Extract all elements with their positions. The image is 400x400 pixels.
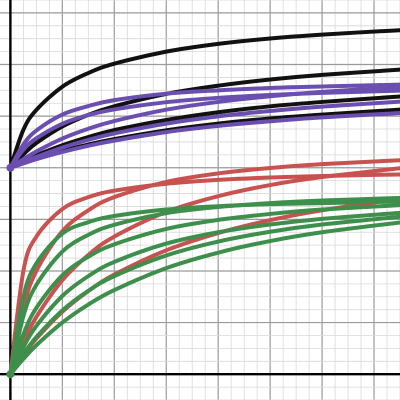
- series-line-green: [8, 210, 400, 377]
- series-line-green: [8, 214, 400, 377]
- series-line-black: [8, 67, 400, 170]
- series-line-red: [8, 158, 400, 377]
- series-line-purple: [8, 84, 400, 170]
- series-line-green: [8, 195, 400, 377]
- series-points: [6, 163, 15, 379]
- series-line-red: [8, 172, 400, 377]
- data-point-purple: [6, 163, 15, 172]
- data-point-green: [6, 370, 15, 379]
- series-line-green: [8, 220, 400, 377]
- series-line-red: [8, 166, 400, 377]
- series-line-purple: [8, 111, 400, 170]
- series-line-purple: [8, 82, 400, 170]
- series-lines: [8, 28, 400, 377]
- series-line-black: [8, 28, 400, 170]
- series-line-green: [8, 203, 400, 377]
